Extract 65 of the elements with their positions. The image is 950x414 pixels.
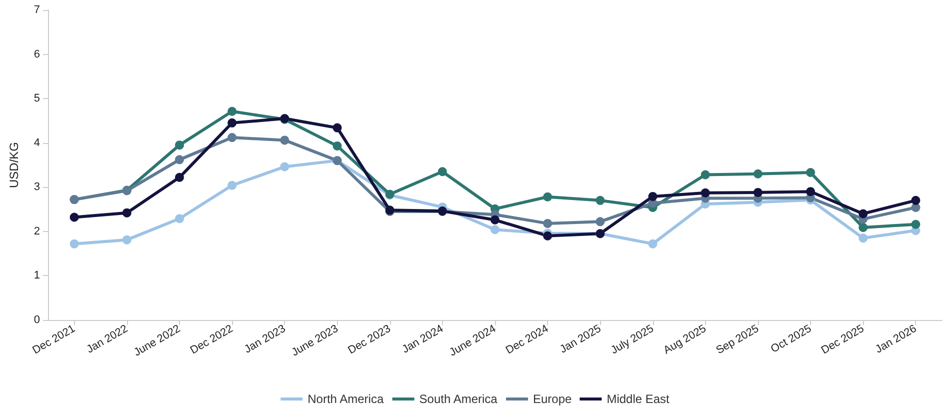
legend-label: North America: [308, 392, 384, 406]
y-tick-label: 3: [34, 181, 40, 194]
point: [648, 192, 658, 201]
point: [70, 239, 79, 248]
point: [332, 141, 342, 150]
point: [700, 170, 710, 180]
point: [228, 133, 237, 142]
point: [280, 136, 290, 145]
point: [543, 231, 552, 240]
x-tick-label: Dec 2025: [819, 322, 866, 357]
point: [228, 180, 237, 190]
x-tick-label: July 2025: [609, 322, 656, 357]
x-tick-label: Dec 2022: [188, 322, 236, 357]
point: [332, 123, 342, 132]
x-tick-label: Jan 2023: [242, 322, 288, 356]
point: [228, 118, 237, 128]
x-tick-label: June 2023: [290, 322, 340, 359]
x-tick-label: Dec 2024: [504, 322, 551, 357]
point: [174, 140, 184, 150]
point: [753, 169, 762, 178]
point: [700, 188, 710, 198]
point: [174, 155, 184, 164]
point: [174, 214, 184, 224]
x-tick-label: Sep 2025: [714, 322, 761, 357]
point: [596, 217, 605, 226]
point: [911, 196, 920, 205]
y-tick-label: 2: [34, 225, 40, 238]
point: [70, 212, 79, 222]
point: [543, 192, 552, 202]
y-tick-label: 5: [34, 92, 40, 105]
legend-label: Middle East: [606, 392, 670, 406]
x-tick-label: June 2022: [132, 322, 182, 359]
point: [122, 208, 132, 218]
point: [858, 209, 868, 218]
point: [648, 239, 658, 248]
x-tick-label: Jan 2025: [558, 322, 604, 356]
point: [490, 215, 500, 224]
point: [753, 188, 762, 197]
point: [858, 222, 868, 232]
point: [122, 235, 132, 244]
x-tick-label: June 2024: [448, 322, 498, 359]
point: [280, 162, 290, 172]
point: [438, 167, 447, 176]
y-tick-label: 6: [34, 48, 40, 60]
y-tick-label: 7: [34, 4, 40, 16]
point: [174, 172, 184, 182]
point: [490, 225, 500, 234]
point: [806, 187, 816, 196]
x-tick-label: Dec 2023: [346, 322, 393, 357]
legend-label: South America: [419, 392, 498, 406]
y-tick-label: 1: [34, 270, 40, 282]
x-tick-label: Oct 2025: [768, 322, 814, 356]
point: [543, 218, 552, 228]
point: [596, 196, 605, 205]
point: [911, 220, 920, 229]
y-tick-label: 4: [34, 136, 40, 149]
y-axis-title: USD/KG: [7, 142, 21, 188]
x-tick-label: Jan 2024: [400, 322, 446, 356]
point: [228, 106, 237, 116]
point: [806, 168, 816, 178]
legend-label: Europe: [533, 392, 572, 406]
point: [858, 234, 868, 243]
x-tick-label: Aug 2025: [662, 322, 708, 357]
x-tick-label: Jan 2022: [84, 322, 130, 356]
x-tick-label: Jan 2026: [874, 322, 919, 356]
